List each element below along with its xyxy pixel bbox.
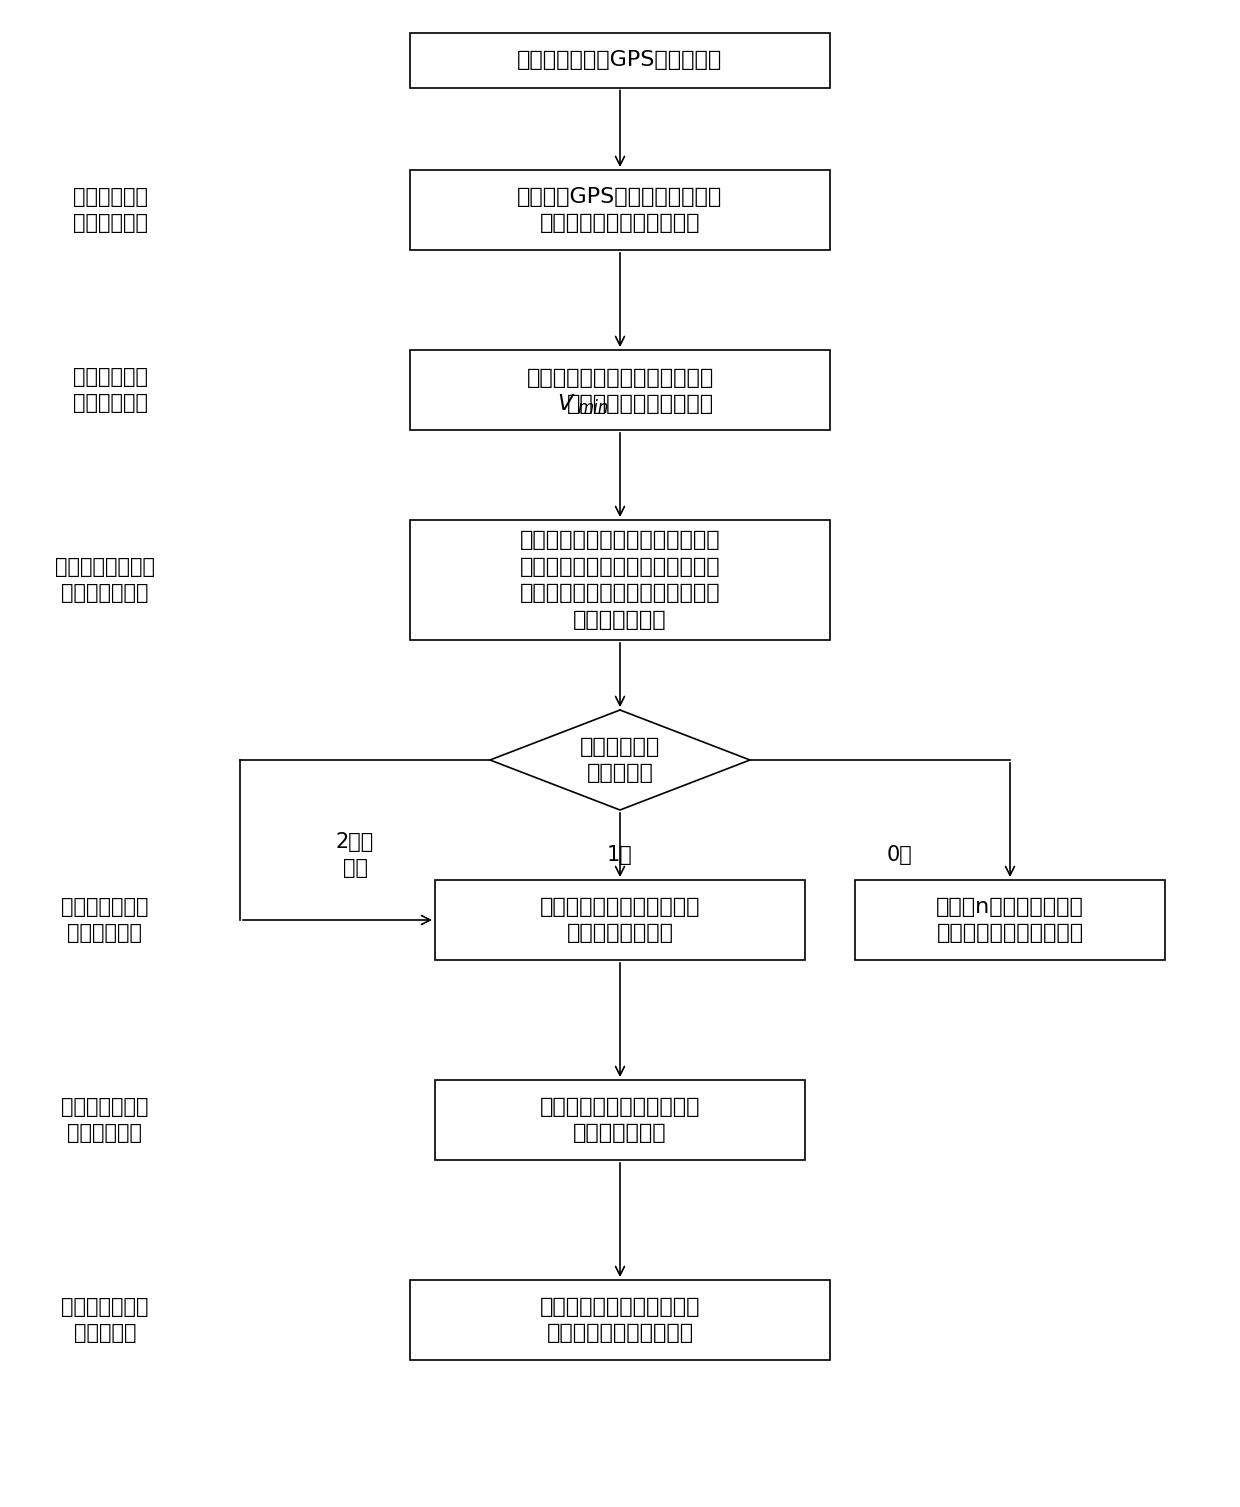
- Bar: [435, 1081, 805, 1160]
- Text: 一定比例的车辆GPS时空位置点: 一定比例的车辆GPS时空位置点: [517, 50, 723, 69]
- Text: 每周期抽取排
队车辆数目: 每周期抽取排 队车辆数目: [580, 737, 660, 784]
- Text: 1辆: 1辆: [608, 845, 632, 865]
- Bar: [410, 170, 830, 250]
- Text: 利用混合算法计算交叉口车
辆排队的消散波: 利用混合算法计算交叉口车 辆排队的消散波: [539, 1097, 701, 1144]
- Text: 通过排队集结波和消散波的
交点来计算车辆排队长度: 通过排队集结波和消散波的 交点来计算车辆排队长度: [539, 1298, 701, 1343]
- Bar: [856, 880, 1166, 960]
- Text: 利用前n个周期排队长度
均值估算此周期排队长度: 利用前n个周期排队长度 均值估算此周期排队长度: [936, 897, 1084, 943]
- Text: 利用车辆GPS时空位置点绘制车
辆在交叉口附近的行驶轨迹: 利用车辆GPS时空位置点绘制车 辆在交叉口附近的行驶轨迹: [517, 187, 723, 234]
- Text: 第六步：车辆排
队长度计算: 第六步：车辆排 队长度计算: [61, 1298, 149, 1343]
- Text: 第二步：判断
排队车辆轨迹: 第二步：判断 排队车辆轨迹: [72, 366, 148, 413]
- Text: 第三步：寻找排队
车辆轨迹关键点: 第三步：寻找排队 车辆轨迹关键点: [55, 556, 155, 603]
- Text: 2辆及
以上: 2辆及 以上: [336, 832, 374, 879]
- Text: 0辆: 0辆: [887, 845, 913, 865]
- Polygon shape: [490, 710, 750, 809]
- Text: 通过排队车辆轨迹点的速度特征、
加速度特征寻找排队车辆轨迹的三
类关键点：排队关键点、排队起始
点、排队终止点: 通过排队车辆轨迹点的速度特征、 加速度特征寻找排队车辆轨迹的三 类关键点：排队关…: [520, 530, 720, 630]
- Text: 第五步：计算排
队车辆消散波: 第五步：计算排 队车辆消散波: [61, 1097, 149, 1144]
- Text: 利用交通波理论计算交叉口
车辆排队的集结波: 利用交通波理论计算交叉口 车辆排队的集结波: [539, 897, 701, 943]
- Text: min: min: [577, 399, 609, 417]
- Bar: [435, 880, 805, 960]
- Bar: [410, 350, 830, 429]
- Text: V: V: [557, 393, 573, 414]
- Text: 第四步：计算排
队车辆集结波: 第四步：计算排 队车辆集结波: [61, 897, 149, 943]
- Bar: [410, 1279, 830, 1359]
- Bar: [410, 33, 830, 87]
- Text: 判断车辆是否为排队车辆: 判断车辆是否为排队车辆: [567, 393, 713, 414]
- Text: 第一步：绘制
车辆行驶轨迹: 第一步：绘制 车辆行驶轨迹: [72, 187, 148, 234]
- Text: 通过车辆所有轨迹点的最小速度: 通过车辆所有轨迹点的最小速度: [526, 368, 714, 387]
- Bar: [410, 520, 830, 640]
